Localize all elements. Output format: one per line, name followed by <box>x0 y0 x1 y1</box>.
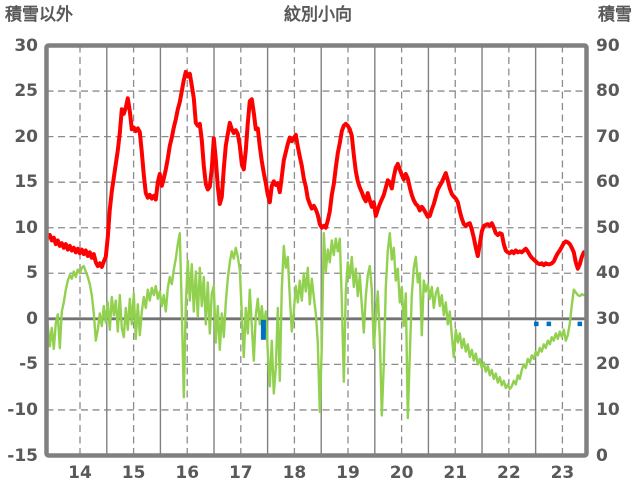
y-axis-left-tick-label: 20 <box>14 126 38 147</box>
y-axis-left-tick-label: 15 <box>14 172 38 193</box>
y-axis-left-tick-label: -10 <box>7 399 38 420</box>
y-axis-left-tick-label: 30 <box>14 35 38 56</box>
y-axis-right-tick-label: 60 <box>596 172 620 193</box>
x-axis-tick-label: 21 <box>443 463 468 483</box>
y-axis-right-tick-label: 80 <box>596 81 620 102</box>
y-axis-left-tick-label: 25 <box>14 81 38 102</box>
right-axis-title: 積雪 <box>598 5 632 25</box>
x-axis-tick-label: 22 <box>496 463 521 483</box>
y-axis-right-tick-label: 50 <box>596 217 620 238</box>
y-axis-right-tick-label: 0 <box>596 445 608 466</box>
blue-bars <box>546 321 552 327</box>
y-axis-right-tick-label: 90 <box>596 35 620 56</box>
y-axis-left-tick-label: -5 <box>19 354 38 375</box>
red-line <box>44 69 586 271</box>
green-line <box>44 231 585 420</box>
blue-bars <box>577 321 583 327</box>
y-axis-left-tick-label: 5 <box>26 263 38 284</box>
x-axis-tick-label: 15 <box>121 463 146 483</box>
x-axis-tick-label: 19 <box>336 463 360 483</box>
y-axis-left-tick-label: 0 <box>26 308 38 329</box>
x-axis-tick-label: 17 <box>228 463 253 483</box>
left-axis-title: 積雪以外 <box>5 5 73 25</box>
blue-bars <box>260 319 266 340</box>
y-axis-left-tick-label: 10 <box>14 217 38 238</box>
y-axis-right-tick-label: 30 <box>596 308 620 329</box>
blue-bars <box>534 321 539 327</box>
x-axis-tick-label: 18 <box>282 463 307 483</box>
y-axis-right-tick-label: 10 <box>596 399 620 420</box>
x-axis-tick-label: 16 <box>175 463 200 483</box>
plot-border <box>44 43 589 458</box>
x-axis-tick-label: 14 <box>68 463 92 483</box>
x-axis-tick-label: 20 <box>389 463 414 483</box>
y-axis-right-tick-label: 20 <box>596 354 620 375</box>
x-axis-tick-label: 23 <box>550 463 575 483</box>
y-axis-right-tick-label: 40 <box>596 263 620 284</box>
y-axis-left-tick-label: -15 <box>7 445 38 466</box>
y-axis-right-tick-label: 70 <box>596 126 620 147</box>
chart-title: 紋別小向 <box>284 5 352 25</box>
